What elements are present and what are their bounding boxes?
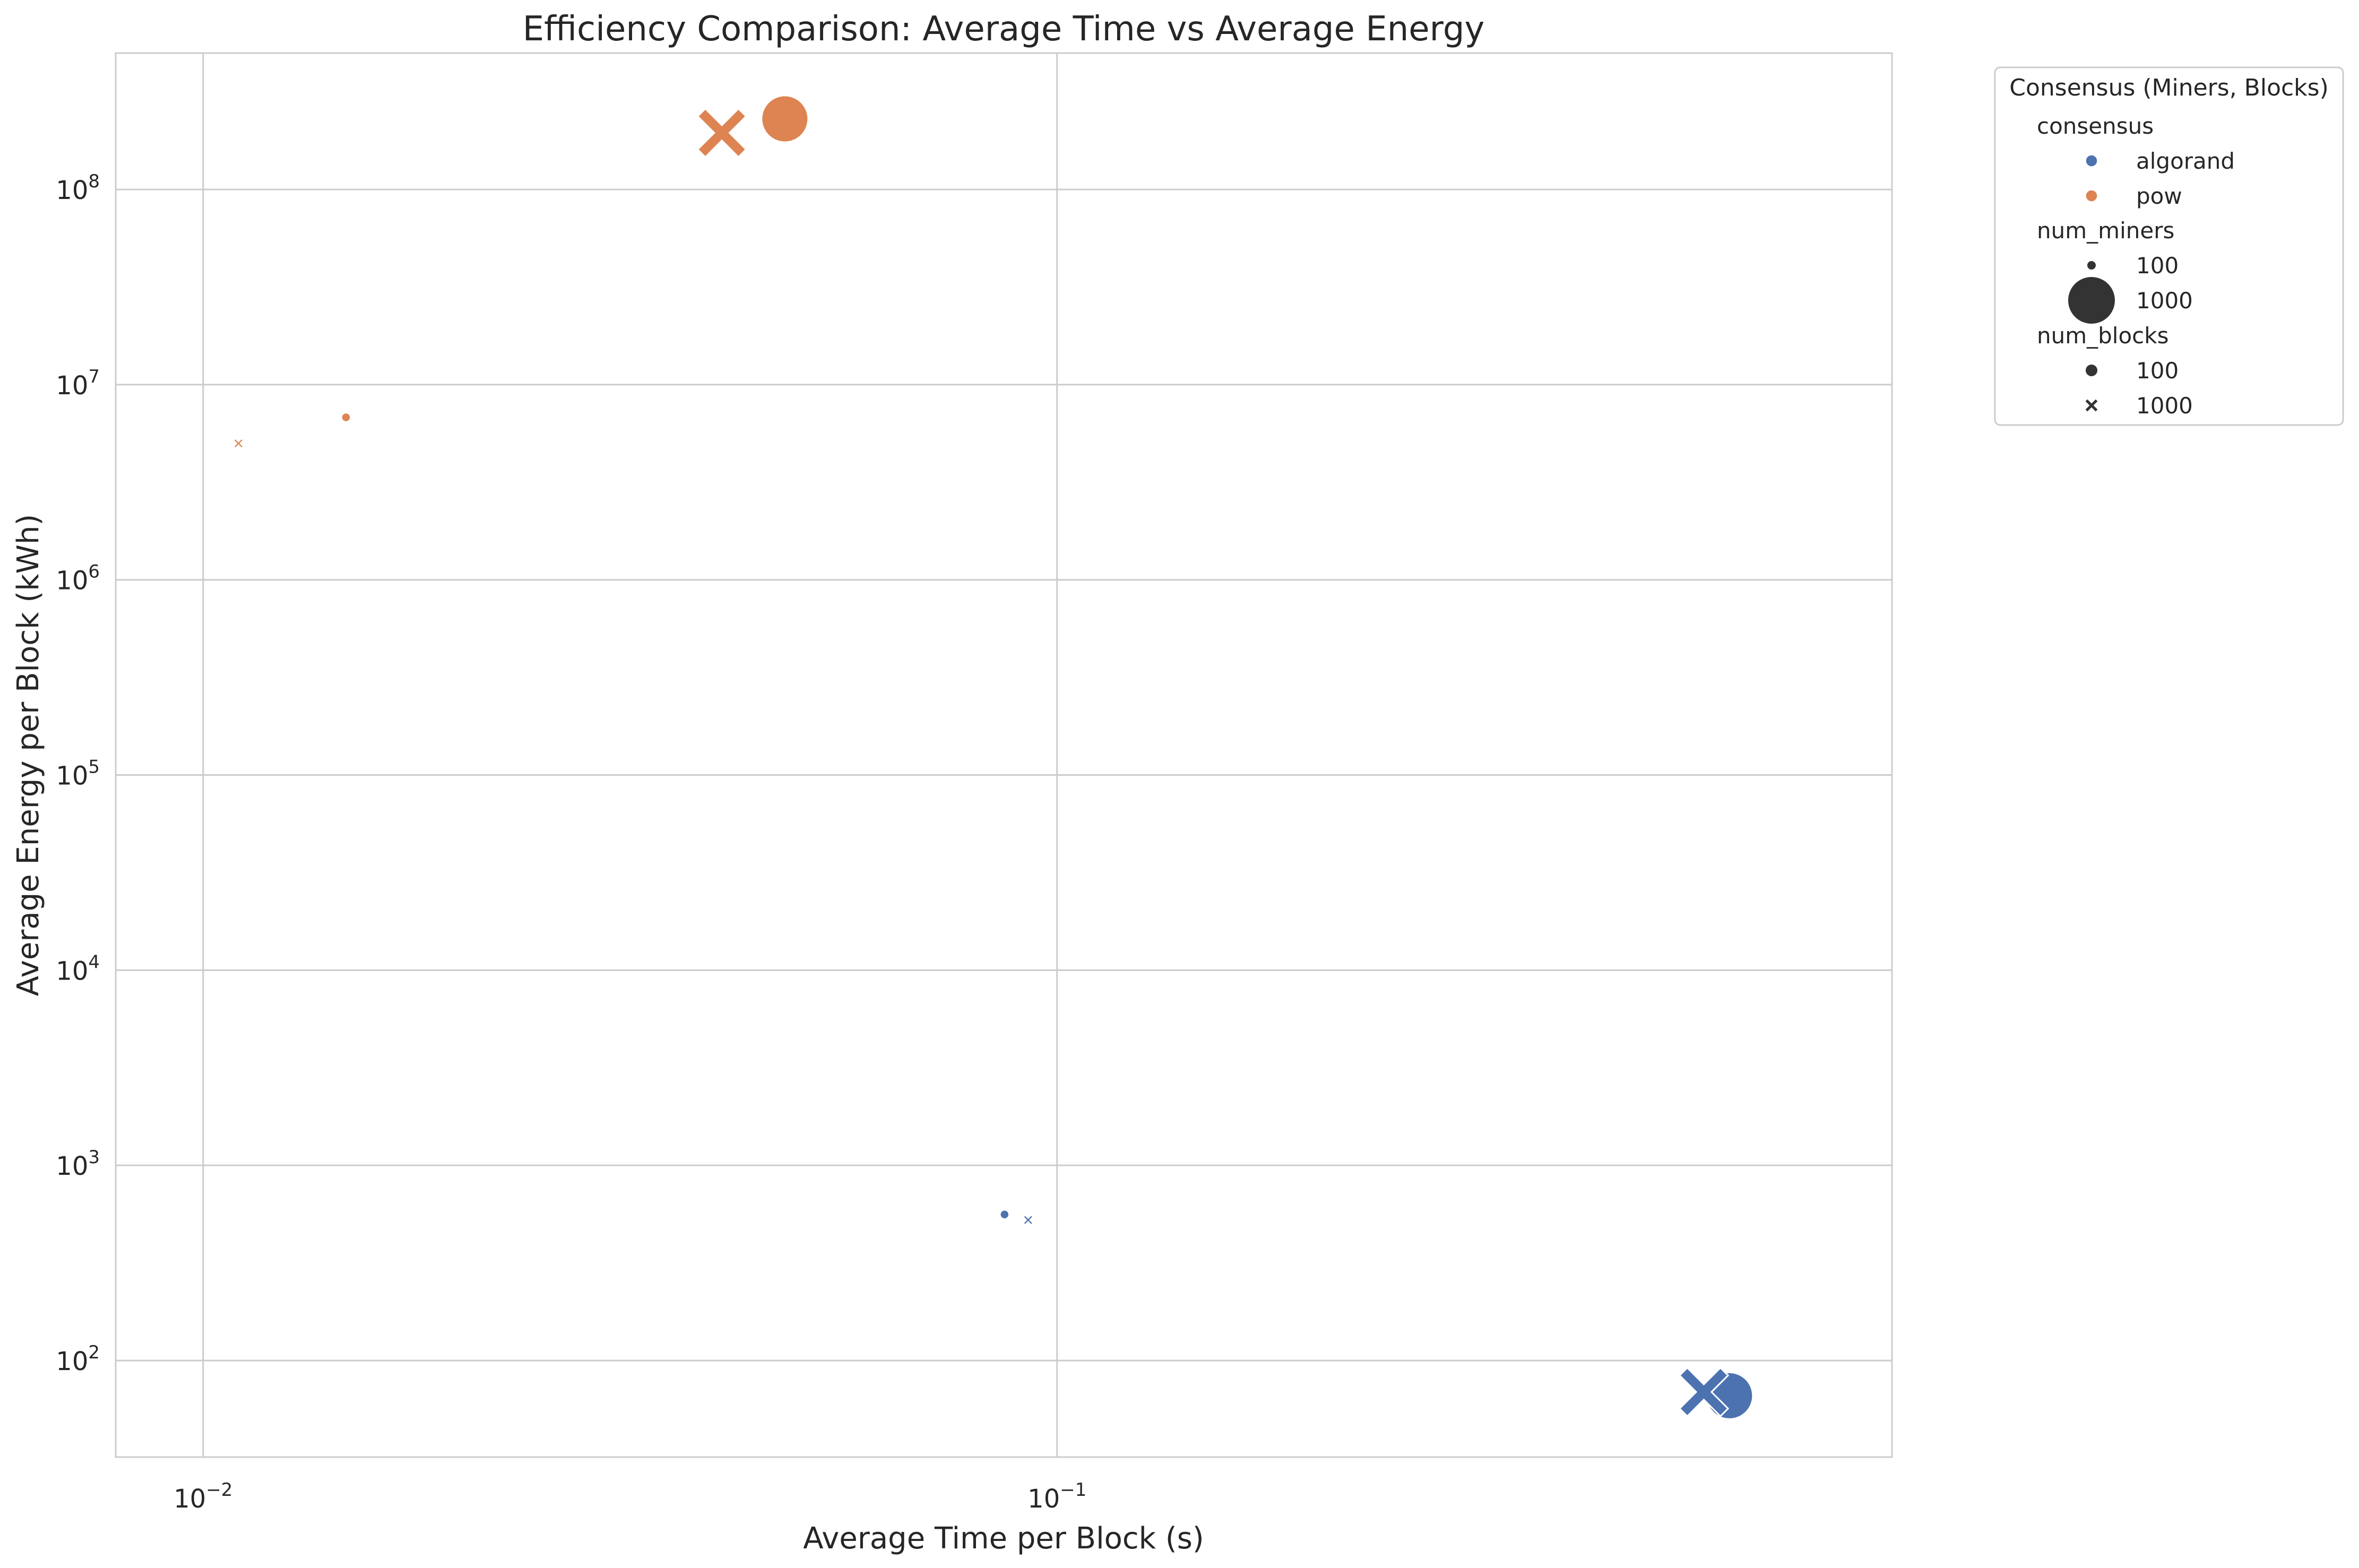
y-tick-label: 102 bbox=[56, 1342, 100, 1376]
legend-entry-label: consensus bbox=[2037, 113, 2154, 139]
scatter-point-algorand-1000-1000 bbox=[1678, 1366, 1730, 1418]
legend-title: Consensus (Miners, Blocks) bbox=[2009, 74, 2329, 101]
legend-entry-label: 1000 bbox=[2136, 288, 2193, 314]
legend-entry-label: num_blocks bbox=[2037, 323, 2168, 349]
legend-marker-x bbox=[2085, 399, 2098, 412]
y-tick-label: 104 bbox=[56, 951, 100, 986]
legend-entry-label: num_miners bbox=[2037, 218, 2174, 244]
x-tick-label: 10−2 bbox=[174, 1479, 232, 1514]
scatter-point-algorand-100-100 bbox=[1000, 1210, 1009, 1219]
chart-title: Efficiency Comparison: Average Time vs A… bbox=[523, 10, 1485, 49]
y-axis-ticks: 102 103 104 105 106 107 108 bbox=[56, 171, 100, 1376]
legend-entry-label: 1000 bbox=[2136, 393, 2193, 419]
y-tick-label: 105 bbox=[56, 757, 100, 791]
scatter-point-pow-100-100 bbox=[341, 412, 351, 422]
scatter-point-pow-100-1000 bbox=[233, 438, 244, 449]
legend-entry-label: algorand bbox=[2136, 148, 2235, 174]
legend-marker-size-large bbox=[2068, 277, 2115, 324]
data-points bbox=[233, 94, 1754, 1420]
scatter-point-pow-1000-100 bbox=[761, 94, 809, 143]
plot-area-frame bbox=[115, 52, 1893, 1458]
legend-entry-label: 100 bbox=[2136, 358, 2179, 384]
legend-marker-pow bbox=[2085, 189, 2098, 202]
legend-entry-label: pow bbox=[2136, 183, 2182, 209]
legend-frame bbox=[1994, 66, 2344, 426]
gridlines bbox=[116, 53, 1892, 1457]
legend-marker-circle bbox=[2086, 365, 2097, 376]
scatter-point-pow-1000-1000 bbox=[696, 107, 747, 159]
legend-marker-size-small bbox=[2087, 261, 2096, 270]
y-tick-label: 107 bbox=[56, 366, 100, 401]
y-tick-label: 106 bbox=[56, 561, 100, 596]
x-axis-ticks: 10−2 10−1 bbox=[174, 1479, 1086, 1514]
y-tick-label: 103 bbox=[56, 1147, 100, 1181]
legend-entry-label: 100 bbox=[2136, 253, 2179, 279]
scatter-point-algorand-100-1000 bbox=[1023, 1215, 1033, 1225]
x-tick-label: 10−1 bbox=[1027, 1479, 1086, 1514]
legend: Consensus (Miners, Blocks) consensus algo… bbox=[1994, 66, 2344, 426]
x-axis-label: Average Time per Block (s) bbox=[803, 1521, 1204, 1556]
y-tick-label: 108 bbox=[56, 171, 100, 205]
legend-marker-algorand bbox=[2085, 154, 2098, 167]
y-axis-label: Average Energy per Block (kWh) bbox=[11, 514, 46, 997]
